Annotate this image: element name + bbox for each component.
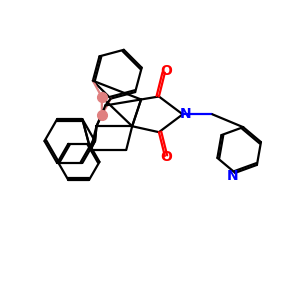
Text: N: N [227, 169, 238, 183]
Text: O: O [160, 64, 172, 78]
Text: N: N [180, 107, 191, 121]
Text: O: O [160, 150, 172, 164]
